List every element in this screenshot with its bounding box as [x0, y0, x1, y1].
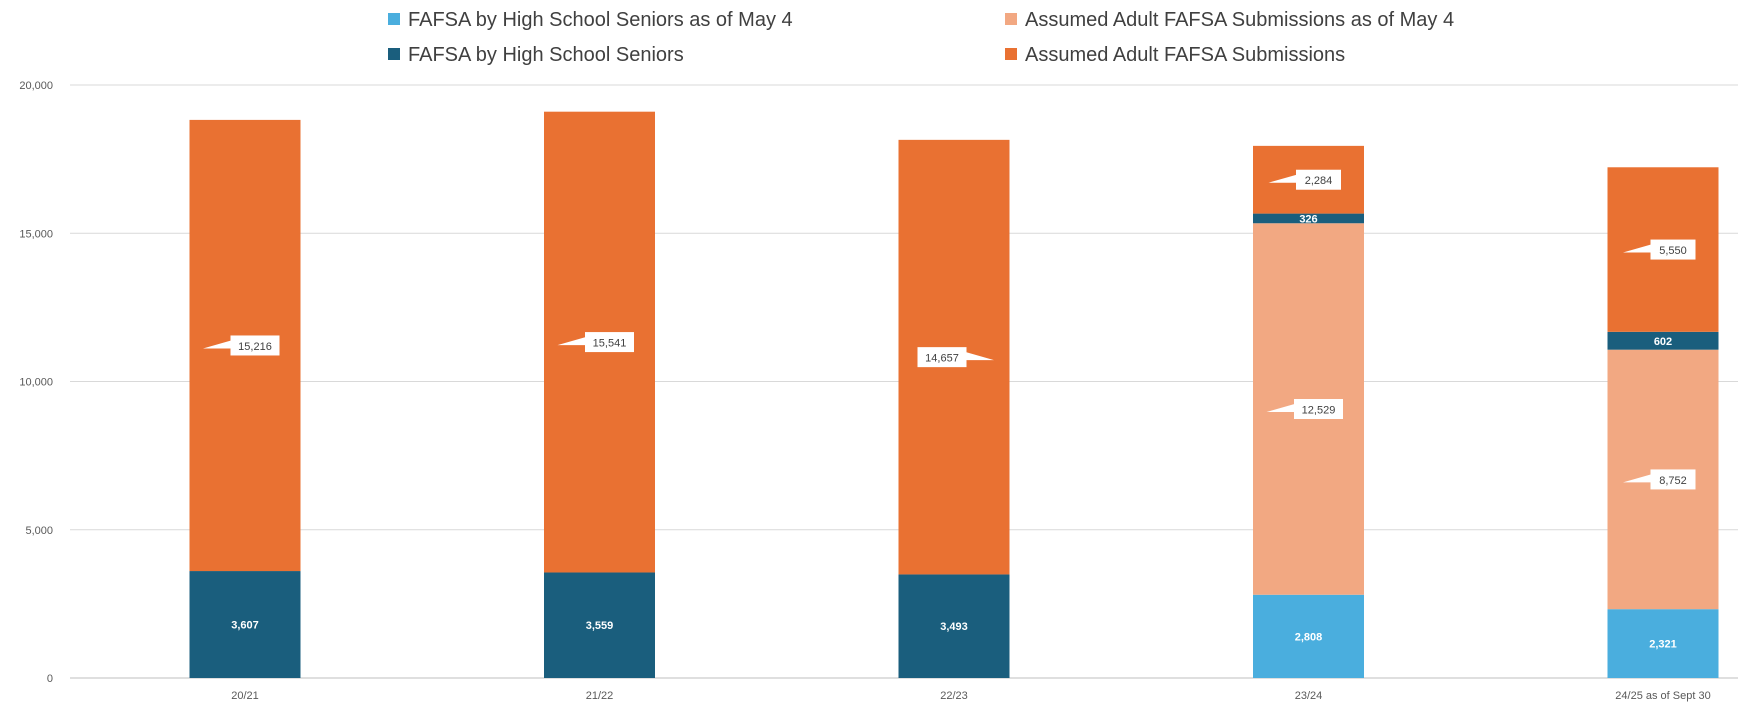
data-label: 3,559	[586, 620, 614, 632]
bar-segment-hs	[898, 574, 1010, 678]
data-label: 326	[1299, 213, 1317, 225]
x-tick-label: 24/25 as of Sept 30	[1615, 690, 1710, 702]
legend-item: Assumed Adult FAFSA Submissions	[1005, 44, 1345, 66]
y-tick-label: 15,000	[19, 228, 53, 240]
data-label: 14,657	[925, 353, 959, 365]
bars	[189, 111, 1719, 678]
legend-label: Assumed Adult FAFSA Submissions	[1025, 44, 1345, 66]
legend-swatch	[1005, 13, 1017, 25]
data-label: 5,550	[1659, 245, 1687, 257]
data-label-pointer	[966, 352, 994, 361]
axes: 0 5,000 10,000 15,000 20,000 20/21 21/22 22/23 2…	[19, 80, 1710, 702]
bar-segment-hs	[189, 571, 301, 678]
bar-segment-hs	[544, 572, 655, 678]
legend-swatch	[388, 13, 400, 25]
data-label-pointer	[1623, 244, 1651, 253]
legend-item: FAFSA by High School Seniors	[388, 44, 684, 66]
data-label-pointer	[557, 337, 586, 346]
bar-segment-hs_may	[1253, 594, 1364, 678]
y-tick-label: 5,000	[25, 525, 53, 537]
data-label: 8,752	[1659, 475, 1687, 487]
data-label: 3,607	[231, 620, 259, 632]
legend-swatch	[388, 48, 400, 60]
legend-swatch	[1005, 48, 1017, 60]
x-tick-label: 22/23	[940, 690, 968, 702]
bar-segment-hs_may	[1607, 609, 1719, 678]
x-tick-label: 20/21	[231, 690, 259, 702]
data-label-box	[917, 347, 967, 368]
data-label-pointer	[1266, 404, 1295, 413]
legend-label: FAFSA by High School Seniors	[408, 44, 684, 66]
data-label: 602	[1654, 336, 1672, 348]
bar-segment-hs	[1253, 213, 1364, 224]
legend-item: FAFSA by High School Seniors as of May 4	[388, 9, 793, 31]
data-label: 2,284	[1305, 175, 1333, 187]
data-label: 12,529	[1302, 405, 1336, 417]
data-label-box	[230, 335, 280, 356]
data-label: 2,321	[1649, 639, 1677, 651]
data-label: 15,216	[238, 341, 272, 353]
data-label-box	[1294, 399, 1343, 420]
data-labels: 3,607 15,216 3,559 15,541 3,493 14,657 2,808 12…	[203, 169, 1696, 651]
data-label-pointer	[1623, 474, 1651, 483]
legend-label: FAFSA by High School Seniors as of May 4	[408, 9, 793, 31]
y-tick-label: 10,000	[19, 377, 53, 389]
data-label-pointer	[203, 340, 231, 349]
legend: FAFSA by High School Seniors as of May 4…	[388, 9, 1454, 66]
data-label-box	[1296, 169, 1341, 190]
y-tick-label: 20,000	[19, 80, 53, 92]
data-label-box	[1650, 469, 1696, 490]
bar-segment-hs	[1607, 331, 1719, 350]
y-tick-label: 0	[47, 673, 53, 685]
data-label-pointer	[1268, 174, 1297, 183]
x-tick-label: 23/24	[1295, 690, 1323, 702]
data-label-box	[1650, 239, 1696, 260]
data-label: 2,808	[1295, 631, 1323, 643]
x-tick-label: 21/22	[586, 690, 614, 702]
data-label-box	[585, 332, 634, 353]
legend-item: Assumed Adult FAFSA Submissions as of Ma…	[1005, 9, 1454, 31]
data-label: 3,493	[940, 621, 968, 633]
data-label: 15,541	[593, 338, 627, 350]
legend-label: Assumed Adult FAFSA Submissions as of Ma…	[1025, 9, 1454, 31]
